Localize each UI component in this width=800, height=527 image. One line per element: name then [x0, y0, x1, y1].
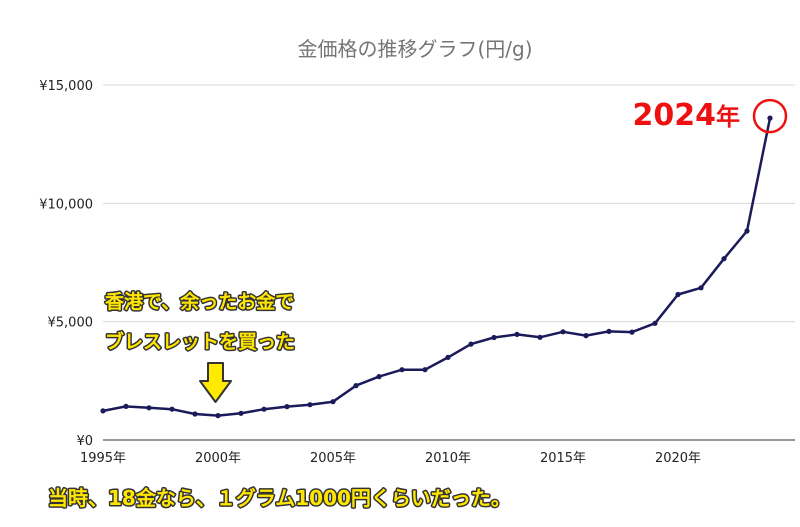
data-point [675, 291, 681, 298]
x-tick-label: 2005年 [310, 451, 356, 466]
data-point [215, 413, 221, 419]
gold-price-line [102, 117, 772, 417]
chart-title: 金価格の推移グラフ(円/g) [297, 37, 532, 61]
x-tick-label: 1995年 [80, 451, 126, 466]
data-point [629, 329, 635, 335]
x-tick-label: 2000年 [195, 451, 241, 466]
x-tick-label: 2010年 [425, 451, 471, 466]
data-point [560, 329, 566, 335]
highlight-circle-marker [752, 98, 788, 134]
data-point [146, 405, 152, 411]
data-point [238, 410, 244, 416]
data-point [491, 334, 497, 341]
data-point [376, 374, 382, 380]
data-point [169, 406, 175, 412]
data-point [330, 399, 336, 405]
data-point [422, 367, 428, 373]
highlight-year-label: 2024年 [633, 98, 741, 133]
y-tick-label: ¥10,000 [39, 197, 93, 212]
highlight-year-unit: 年 [716, 103, 740, 131]
data-point [744, 228, 750, 234]
y-tick-label: ¥15,000 [39, 79, 93, 94]
x-tick-label: 2020年 [655, 451, 701, 466]
data-point [652, 320, 658, 326]
data-point [537, 334, 543, 340]
down-arrow-icon [199, 362, 232, 403]
data-point [583, 333, 589, 339]
data-points [100, 115, 773, 419]
data-point [284, 404, 290, 410]
data-point [399, 367, 405, 373]
data-point [767, 115, 773, 121]
grid-lines [103, 84, 795, 323]
y-axis-tick-labels: ¥0 ¥5,000 ¥10,000 ¥15,000 [39, 79, 93, 449]
purchase-note-line-1: 香港で、余ったお金で [104, 290, 294, 313]
purchase-note-line-2: ブレスレットを買った [105, 330, 295, 353]
data-point [307, 402, 313, 408]
y-tick-label: ¥0 [76, 434, 93, 449]
purchase-annotation: 香港で、余ったお金で ブレスレットを買った [103, 289, 297, 403]
data-point [698, 285, 704, 291]
highlight-year-number: 2024 [633, 98, 717, 133]
x-tick-label: 2015年 [540, 451, 586, 466]
data-point [353, 383, 359, 389]
data-point [100, 408, 106, 414]
data-point [261, 406, 267, 412]
data-point [445, 354, 451, 360]
data-point [721, 256, 727, 262]
year-2024-highlight: 2024年 [633, 98, 788, 134]
x-axis-tick-labels: 1995年 2000年 2005年 2010年 2015年 2020年 [80, 451, 701, 466]
footer-note: 当時、18金なら、１グラム1000円くらいだった。 [48, 486, 511, 510]
data-point [192, 411, 198, 417]
data-point [123, 403, 129, 409]
y-tick-label: ¥5,000 [48, 316, 94, 331]
data-point [514, 331, 520, 337]
data-point [606, 328, 612, 334]
data-point [468, 341, 474, 347]
